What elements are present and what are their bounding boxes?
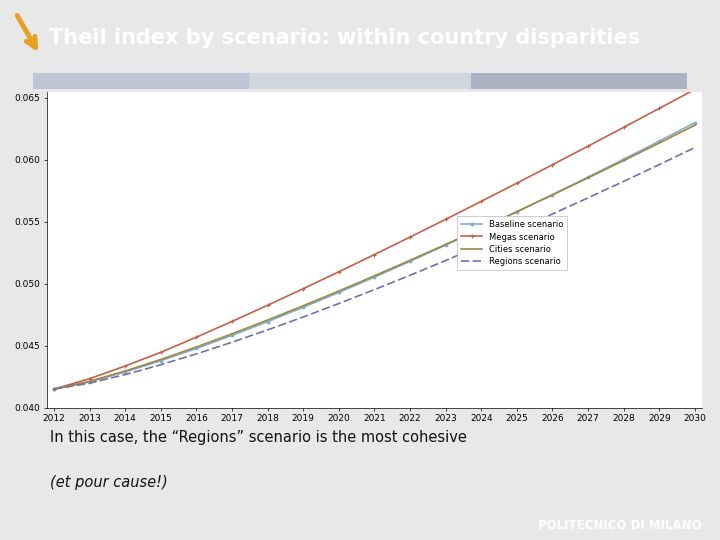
Cities scenario (50, 386, 58, 393)
Regions scenario (405, 272, 414, 279)
Regions scenario (50, 386, 58, 393)
Megas scenario (619, 124, 628, 131)
Regions scenario (477, 242, 485, 248)
Baseline scenario (335, 289, 343, 296)
Megas scenario (264, 302, 272, 308)
Regions scenario (513, 227, 521, 233)
Baseline scenario (584, 174, 593, 180)
Cities scenario (548, 192, 557, 198)
Cities scenario (121, 368, 130, 374)
Cities scenario (85, 378, 94, 384)
Baseline scenario (548, 191, 557, 198)
Cities scenario (335, 288, 343, 294)
Baseline scenario (156, 357, 165, 364)
Megas scenario (513, 180, 521, 186)
Baseline scenario (370, 274, 379, 280)
Line: Regions scenario: Regions scenario (54, 147, 695, 389)
Line: Baseline scenario: Baseline scenario (53, 122, 696, 390)
Cities scenario (441, 241, 450, 248)
Bar (248, 73, 472, 89)
Regions scenario (228, 339, 236, 346)
Baseline scenario (477, 225, 485, 232)
Megas scenario (156, 349, 165, 355)
Text: In this case, the “Regions” scenario is the most cohesive: In this case, the “Regions” scenario is … (50, 430, 467, 445)
Baseline scenario (513, 208, 521, 215)
Baseline scenario (264, 319, 272, 325)
Baseline scenario (441, 242, 450, 248)
Text: Theil index by scenario: within country disparities: Theil index by scenario: within country … (49, 28, 640, 48)
Cities scenario (299, 302, 307, 309)
Regions scenario (655, 161, 664, 168)
Baseline scenario (192, 345, 201, 352)
Megas scenario (192, 334, 201, 340)
Cities scenario (477, 225, 485, 232)
Cities scenario (264, 317, 272, 323)
Regions scenario (85, 380, 94, 387)
Regions scenario (441, 257, 450, 264)
Cities scenario (619, 157, 628, 164)
Regions scenario (370, 286, 379, 293)
Megas scenario (85, 375, 94, 382)
Regions scenario (192, 350, 201, 357)
Line: Megas scenario: Megas scenario (52, 87, 697, 391)
Regions scenario (121, 372, 130, 378)
Cities scenario (584, 174, 593, 181)
Cities scenario (405, 257, 414, 264)
Bar (472, 73, 688, 89)
Megas scenario (690, 86, 699, 92)
Megas scenario (50, 386, 58, 393)
Baseline scenario (121, 369, 130, 375)
Baseline scenario (228, 332, 236, 339)
Text: (et pour cause!): (et pour cause!) (50, 475, 168, 490)
Megas scenario (405, 234, 414, 240)
Megas scenario (299, 286, 307, 292)
Regions scenario (156, 361, 165, 368)
Regions scenario (299, 314, 307, 320)
Megas scenario (335, 268, 343, 275)
Cities scenario (370, 273, 379, 279)
Cities scenario (192, 344, 201, 350)
Regions scenario (335, 300, 343, 307)
Megas scenario (584, 143, 593, 150)
Baseline scenario (50, 386, 58, 393)
Baseline scenario (690, 119, 699, 126)
Cities scenario (690, 122, 699, 129)
Baseline scenario (405, 258, 414, 265)
Baseline scenario (619, 156, 628, 163)
Cities scenario (513, 208, 521, 215)
Bar (32, 73, 248, 89)
Baseline scenario (655, 138, 664, 144)
Megas scenario (477, 198, 485, 205)
Regions scenario (584, 194, 593, 201)
Cities scenario (228, 330, 236, 337)
Cities scenario (156, 356, 165, 363)
Regions scenario (264, 327, 272, 333)
Megas scenario (655, 105, 664, 112)
Megas scenario (548, 161, 557, 168)
Legend: Baseline scenario, Megas scenario, Cities scenario, Regions scenario: Baseline scenario, Megas scenario, Citie… (457, 216, 567, 271)
Regions scenario (619, 178, 628, 185)
Megas scenario (370, 251, 379, 258)
Cities scenario (655, 140, 664, 146)
Text: POLITECNICO DI MILANO: POLITECNICO DI MILANO (539, 518, 702, 532)
Baseline scenario (85, 379, 94, 385)
Megas scenario (441, 216, 450, 222)
Megas scenario (228, 318, 236, 325)
Regions scenario (690, 144, 699, 151)
Megas scenario (121, 363, 130, 369)
Regions scenario (548, 211, 557, 217)
Line: Cities scenario: Cities scenario (54, 125, 695, 389)
Baseline scenario (299, 304, 307, 310)
